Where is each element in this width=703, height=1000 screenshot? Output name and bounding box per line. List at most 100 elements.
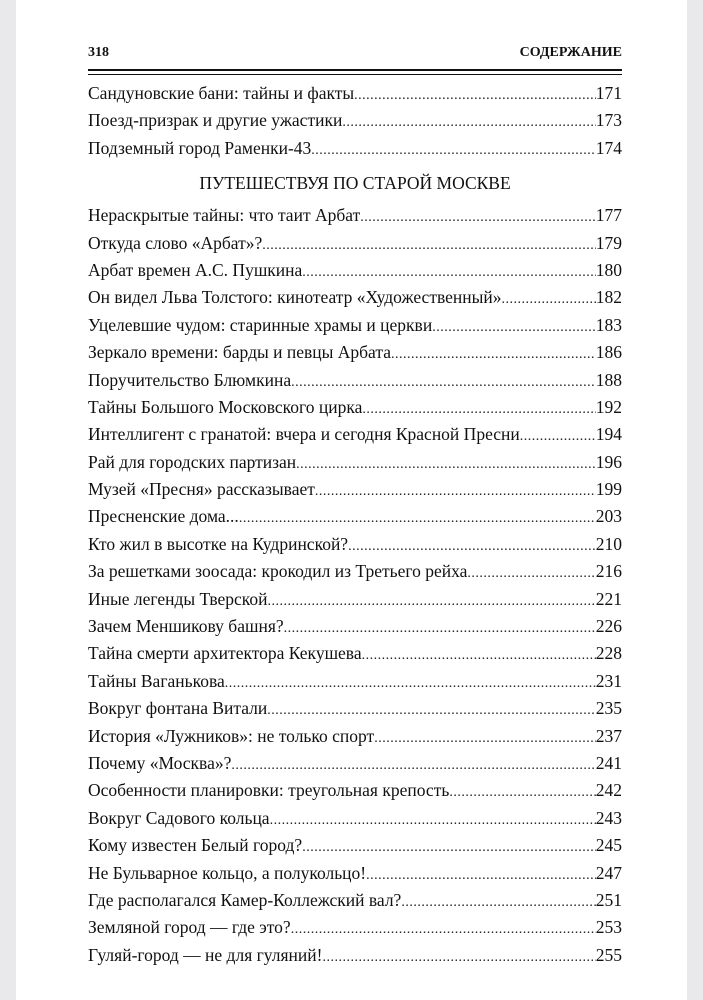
section-title: ПУТЕШЕСТВУЯ ПО СТАРОЙ МОСКВЕ <box>199 173 511 194</box>
dot-leader <box>262 232 595 259</box>
entry-page: 253 <box>595 917 622 938</box>
toc-entry: Пресненские дома... 203 <box>88 503 622 530</box>
toc-entry: Тайны Ваганькова 231 <box>88 668 622 695</box>
entry-title: Нераскрытые тайны: что таит Арбат <box>88 205 361 226</box>
toc-entry: Где располагался Камер-Коллежский вал? 25… <box>88 887 622 914</box>
entry-title: За решетками зоосада: крокодил из Третье… <box>88 561 468 582</box>
entry-title: История «Лужников»: не только спорт <box>88 725 375 746</box>
toc-entry: Земляной город — где это? 253 <box>88 914 622 941</box>
entry-page: 210 <box>595 533 622 554</box>
book-page: 318 СОДЕРЖАНИЕ Сандуновские бани: тайны … <box>16 0 687 1000</box>
entry-page: 196 <box>595 451 622 472</box>
entry-title: Он видел Льва Толстого: кинотеатр «Худож… <box>88 287 502 308</box>
entry-page: 241 <box>595 752 622 773</box>
dot-leader <box>291 916 596 943</box>
entry-title: Зеркало времени: барды и певцы Арбата <box>88 342 391 363</box>
entry-title: Поручительство Блюмкина <box>88 369 292 390</box>
dot-leader <box>231 752 595 779</box>
entry-title: Рай для городских партизан <box>88 451 297 472</box>
entry-page: 251 <box>595 889 622 910</box>
entry-page: 183 <box>595 314 622 335</box>
dot-leader <box>432 314 596 341</box>
toc-entry: Тайна смерти архитектора Кекушева 228 <box>88 640 622 667</box>
entry-title: Вокруг Садового кольца <box>88 807 270 828</box>
entry-page: 188 <box>595 369 622 390</box>
dot-leader <box>270 807 596 834</box>
entry-page: 247 <box>595 862 622 883</box>
dot-leader <box>360 204 596 231</box>
entry-title: Интеллигент с гранатой: вчера и сегодня … <box>88 424 520 445</box>
toc-entry: Зачем Меншикову башня? 226 <box>88 613 622 640</box>
entry-page: 182 <box>595 287 622 308</box>
toc-entry: Вокруг фонтана Витали 235 <box>88 695 622 722</box>
entry-title: Тайны Ваганькова <box>88 670 225 691</box>
dot-leader <box>342 109 595 136</box>
entry-title: Арбат времен А.С. Пушкина <box>88 259 303 280</box>
entry-title: Откуда слово «Арбат»? <box>88 232 263 253</box>
entry-page: 242 <box>595 780 622 801</box>
toc-entry: Почему «Москва»? 241 <box>88 750 622 777</box>
toc-entry: Арбат времен А.С. Пушкина 180 <box>88 257 622 284</box>
entry-page: 216 <box>595 561 622 582</box>
entry-title: Пресненские дома... <box>88 506 239 527</box>
entry-title: Музей «Пресня» рассказывает <box>88 479 315 500</box>
entry-title: Иные легенды Тверской <box>88 588 268 609</box>
dot-leader <box>362 642 596 669</box>
toc-entry: Нераскрытые тайны: что таит Арбат 177 <box>88 202 622 229</box>
toc-entry: Иные легенды Тверской 221 <box>88 586 622 613</box>
dot-leader <box>296 451 596 478</box>
entry-title: Поезд-призрак и другие ужастики <box>88 110 343 131</box>
dot-leader <box>354 82 596 109</box>
toc-entry: Поезд-призрак и другие ужастики 173 <box>88 107 622 134</box>
running-title: СОДЕРЖАНИЕ <box>519 45 622 60</box>
toc-entry: Тайны Большого Московского цирка 192 <box>88 394 622 421</box>
toc-entry: Интеллигент с гранатой: вчера и сегодня … <box>88 421 622 448</box>
entry-title: Гуляй-город — не для гуляний! <box>88 944 323 965</box>
entry-page: 194 <box>595 424 622 445</box>
entry-page: 179 <box>595 232 622 253</box>
toc-entry: Не Бульварное кольцо, а полукольцо! 247 <box>88 860 622 887</box>
toc-entry: Он видел Льва Толстого: кинотеатр «Худож… <box>88 284 622 311</box>
entry-title: Подземный город Раменки-43 <box>88 137 312 158</box>
dot-leader <box>225 670 596 697</box>
dot-leader <box>239 505 596 532</box>
toc-entry: Сандуновские бани: тайны и факты 171 <box>88 80 622 107</box>
entry-title: Зачем Меншикову башня? <box>88 616 284 637</box>
table-of-contents: Сандуновские бани: тайны и факты 171 Поезд… <box>88 80 622 969</box>
toc-entry: Подземный город Раменки-43 174 <box>88 135 622 162</box>
dot-leader <box>268 588 596 615</box>
dot-leader <box>291 369 596 396</box>
header-rule-thin <box>88 74 622 75</box>
toc-entry: За решетками зоосада: крокодил из Третье… <box>88 558 622 585</box>
entry-page: 255 <box>595 944 622 965</box>
entry-page: 203 <box>595 506 622 527</box>
header-rule-thick <box>88 69 622 71</box>
entry-page: 243 <box>595 807 622 828</box>
running-header: 318 СОДЕРЖАНИЕ <box>88 45 622 65</box>
entry-page: 173 <box>595 110 622 131</box>
dot-leader <box>302 259 595 286</box>
dot-leader <box>348 533 596 560</box>
dot-leader <box>362 396 595 423</box>
toc-entry: Вокруг Садового кольца 243 <box>88 805 622 832</box>
toc-entry: Музей «Пресня» рассказывает 199 <box>88 476 622 503</box>
dot-leader <box>467 560 595 587</box>
entry-title: Не Бульварное кольцо, а полукольцо! <box>88 862 367 883</box>
dot-leader <box>449 779 595 806</box>
toc-entry: Откуда слово «Арбат»? 179 <box>88 230 622 257</box>
dot-leader <box>302 834 596 861</box>
dot-leader <box>322 944 595 971</box>
entry-title: Тайна смерти архитектора Кекушева <box>88 643 362 664</box>
entry-title: Сандуновские бани: тайны и факты <box>88 83 355 103</box>
dot-leader <box>315 478 596 505</box>
dot-leader <box>401 889 595 916</box>
toc-entry: Особенности планировки: треугольная креп… <box>88 777 622 804</box>
toc-entry: Поручительство Блюмкина 188 <box>88 367 622 394</box>
entry-page: 180 <box>595 259 622 280</box>
entry-title: Вокруг фонтана Витали <box>88 698 268 719</box>
entry-title: Кто жил в высотке на Кудринской? <box>88 533 349 554</box>
dot-leader <box>366 862 596 889</box>
toc-entry: Гуляй-город — не для гуляний! 255 <box>88 942 622 969</box>
page-number: 318 <box>88 45 109 60</box>
entry-page: 228 <box>595 643 622 664</box>
